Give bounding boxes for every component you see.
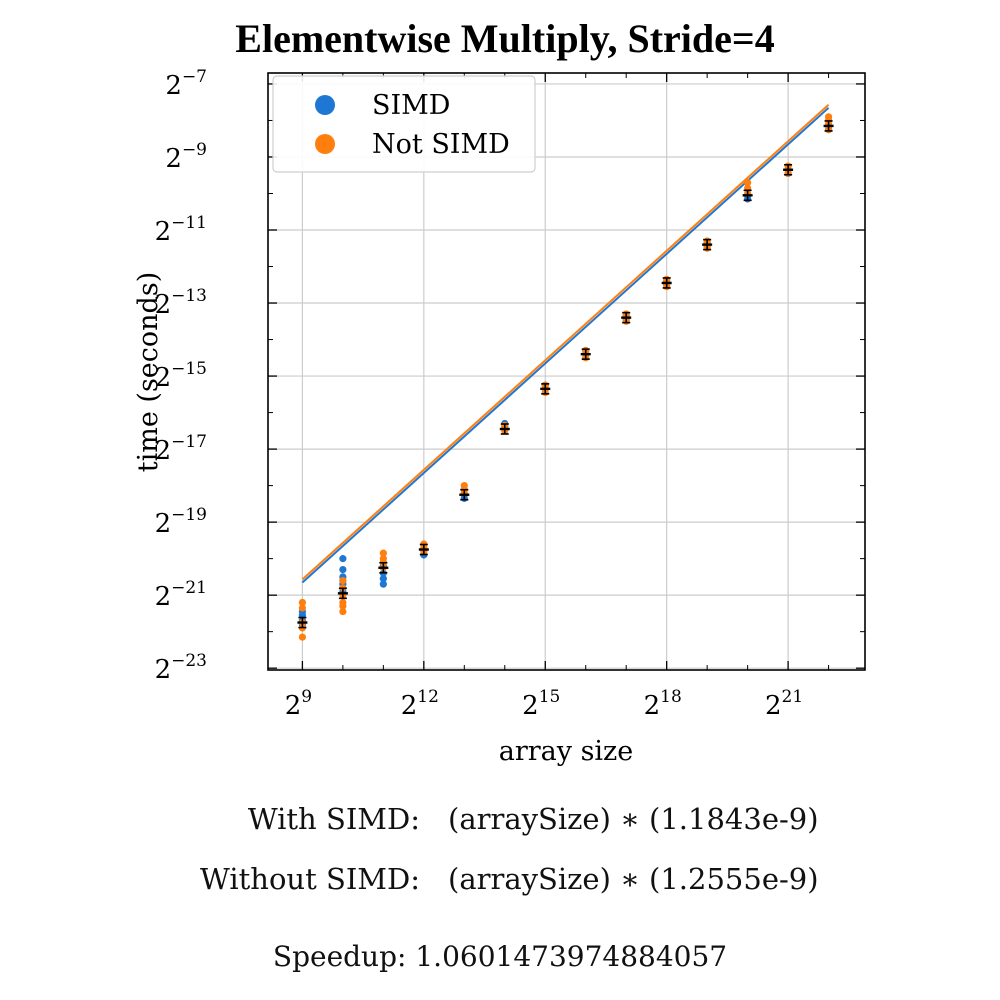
x-axis-label: array size <box>499 736 634 767</box>
point-simd <box>339 555 347 563</box>
x-tick-label: 221 <box>765 687 803 721</box>
x-tick-labels: 29 212 215 218 221 <box>285 687 803 721</box>
y-tick-label: 2−21 <box>155 578 207 612</box>
y-tick-label: 2−19 <box>155 505 207 539</box>
fit-lines <box>301 103 830 584</box>
x-tick-label: 29 <box>285 687 312 721</box>
point-not-simd <box>379 549 387 557</box>
x-tick-label: 215 <box>522 687 560 721</box>
point-simd <box>339 565 347 574</box>
chart-title: Elementwise Multiply, Stride=4 <box>235 16 774 61</box>
speedup-text: Speedup: 1.0601473974884057 <box>272 940 728 973</box>
point-not-simd <box>744 178 752 187</box>
y-tick-labels: 2−7 2−9 2−11 2−13 2−15 2−17 2−19 2−21 2−23 <box>155 67 207 685</box>
legend-marker-simd <box>315 95 335 115</box>
point-not-simd <box>298 633 307 641</box>
chart: Elementwise Multiply, Stride=4 29 212 215 2… <box>133 16 866 767</box>
point-not-simd <box>339 602 347 610</box>
nosimd-equation-formula: (arraySize) ∗ (1.2555e-9) <box>448 862 819 896</box>
mean-markers <box>297 120 834 629</box>
y-tick-label: 2−23 <box>155 651 207 685</box>
point-not-simd <box>339 576 347 585</box>
simd-equation-label: With SIMD: <box>247 802 420 836</box>
y-tick-label: 2−17 <box>155 432 207 466</box>
plot-frame <box>267 72 866 671</box>
y-tick-label: 2−11 <box>155 213 207 247</box>
point-simd <box>379 575 387 583</box>
x-tick-label: 218 <box>644 687 682 721</box>
legend-marker-not-simd <box>315 134 335 154</box>
nosimd-equation-label: Without SIMD: <box>200 862 420 896</box>
legend: SIMD Not SIMD <box>272 75 536 173</box>
legend-label-not-simd: Not SIMD <box>372 129 510 160</box>
point-not-simd <box>298 598 307 607</box>
y-tick-label: 2−13 <box>155 286 207 320</box>
y-tick-label: 2−15 <box>155 359 207 393</box>
x-tick-label: 212 <box>401 687 439 721</box>
legend-box <box>272 75 536 173</box>
y-tick-label: 2−9 <box>165 140 207 174</box>
y-tick-label: 2−7 <box>165 67 207 101</box>
simd-equation-formula: (arraySize) ∗ (1.1843e-9) <box>448 802 819 836</box>
point-not-simd <box>339 607 347 616</box>
point-not-simd <box>298 604 307 612</box>
y-axis-label: time (seconds) <box>133 272 164 472</box>
fit-line-not-simd <box>301 103 830 581</box>
data-points <box>298 113 833 641</box>
legend-label-simd: SIMD <box>372 90 450 121</box>
fit-line-simd <box>301 107 830 584</box>
point-simd <box>379 580 387 588</box>
